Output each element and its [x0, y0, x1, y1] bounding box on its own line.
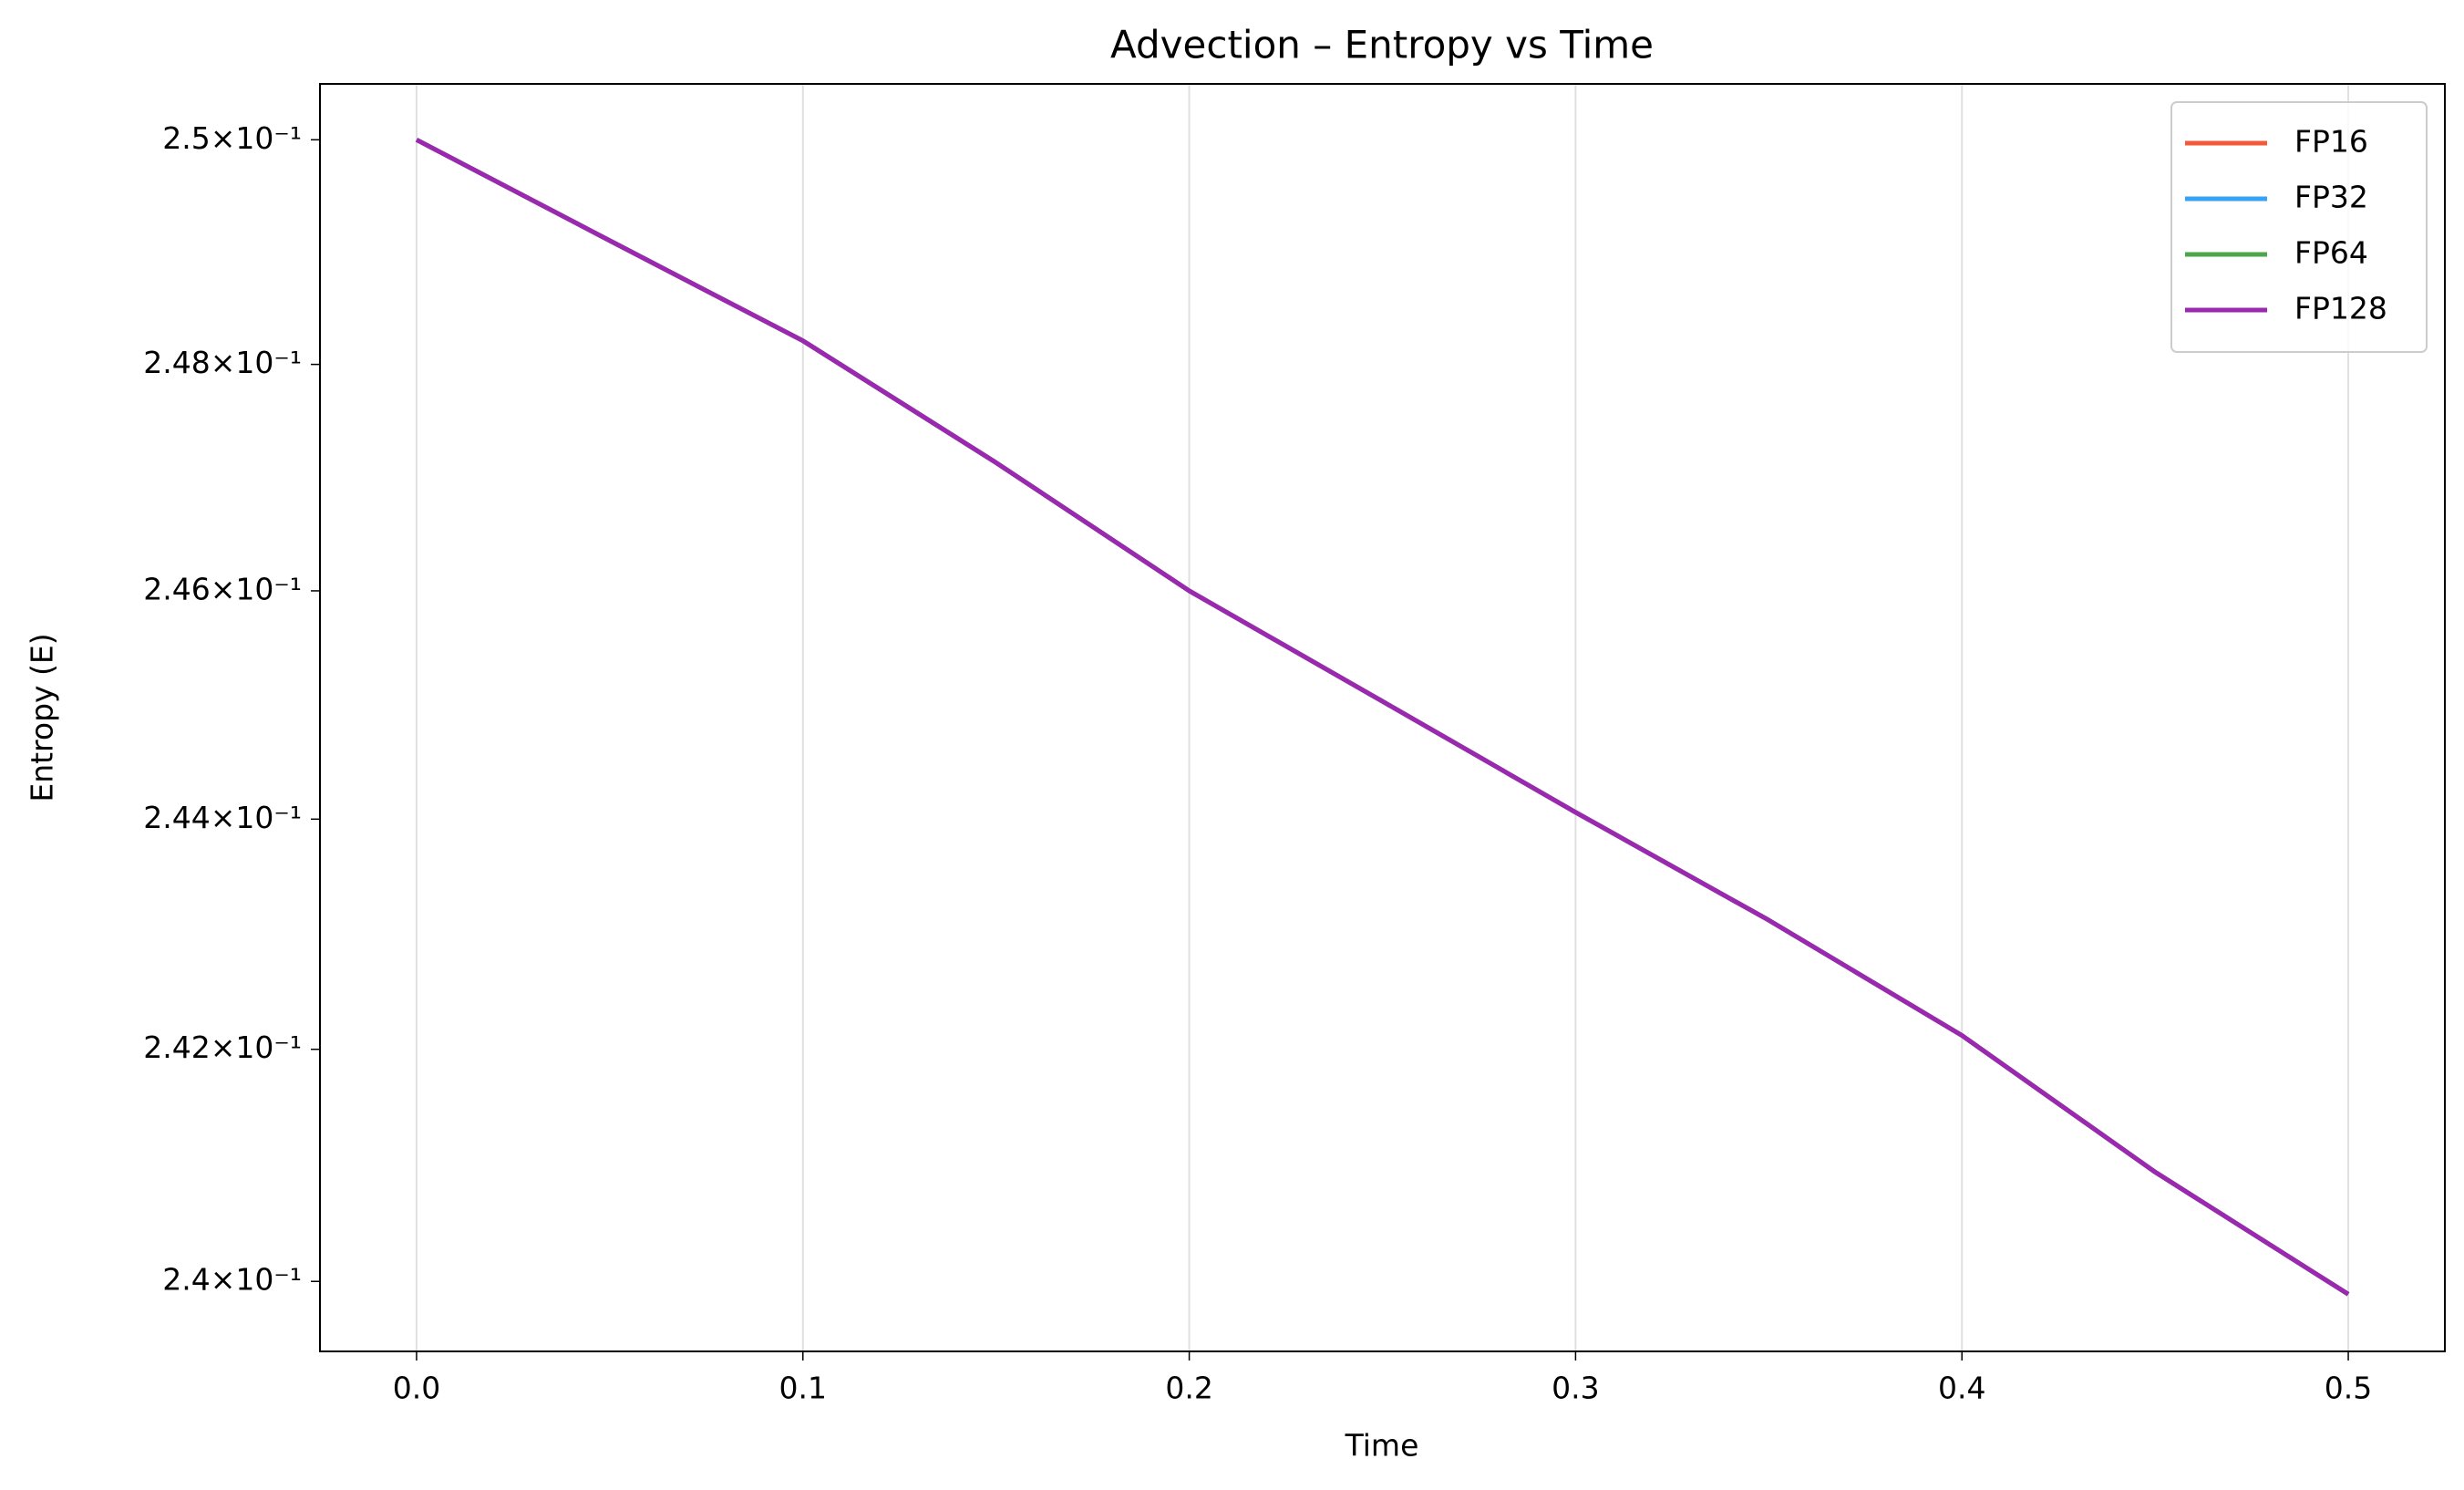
y-tick-label: 2.4×10⁻¹	[162, 1262, 302, 1298]
data-line	[415, 138, 2350, 1297]
legend-box	[2170, 101, 2428, 353]
y-tick-label: 2.44×10⁻¹	[143, 800, 302, 835]
data-line	[415, 138, 2350, 1297]
x-tick-label: 0.2	[1165, 1371, 1212, 1406]
y-tick-label: 2.5×10⁻¹	[162, 120, 302, 156]
y-axis-label: Entropy (E)	[25, 633, 60, 802]
x-tick-label: 0.0	[393, 1371, 440, 1406]
chart-title: Advection – Entropy vs Time	[1110, 23, 1654, 67]
legend-label: FP64	[2294, 235, 2368, 271]
data-line	[415, 138, 2350, 1297]
plot-frame	[319, 83, 2446, 1352]
data-line	[415, 138, 2350, 1297]
y-tick-label: 2.46×10⁻¹	[143, 571, 302, 606]
legend-label: FP32	[2294, 180, 2368, 215]
x-tick-label: 0.3	[1552, 1371, 1599, 1406]
x-tick-label: 0.1	[779, 1371, 827, 1406]
y-tick-label: 2.42×10⁻¹	[143, 1030, 302, 1065]
x-tick-label: 0.5	[2325, 1371, 2372, 1406]
x-axis-label: Time	[1345, 1428, 1419, 1464]
legend-label: FP128	[2294, 291, 2387, 326]
legend-label: FP16	[2294, 124, 2368, 160]
y-tick-label: 2.48×10⁻¹	[143, 345, 302, 380]
x-tick-label: 0.4	[1938, 1371, 1985, 1406]
